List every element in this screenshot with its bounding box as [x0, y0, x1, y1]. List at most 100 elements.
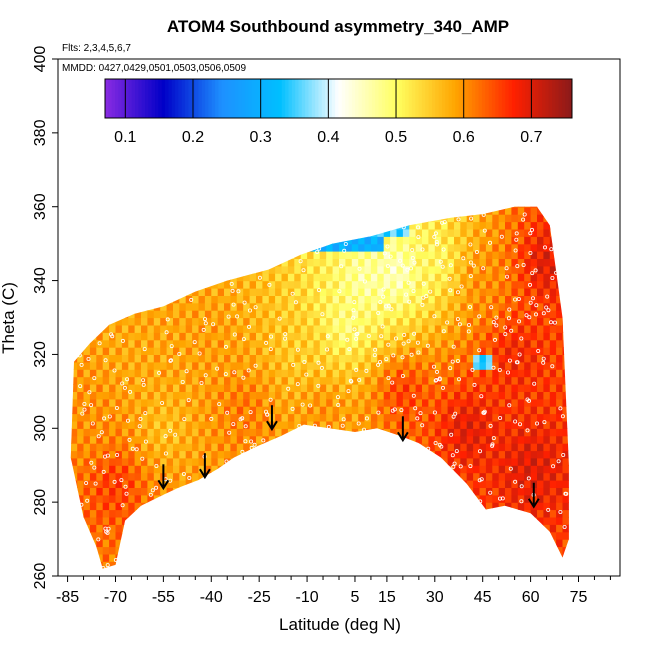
- heatmap-cell: [345, 435, 353, 444]
- heatmap-cell: [517, 450, 525, 459]
- heatmap-cell: [517, 531, 525, 540]
- heatmap-cell: [77, 553, 85, 562]
- heatmap-cell: [77, 450, 85, 459]
- heatmap-cell: [397, 569, 404, 577]
- heatmap-cell: [319, 398, 327, 407]
- heatmap-cell: [498, 361, 506, 370]
- heatmap-cell: [370, 288, 378, 296]
- heatmap-cell: [275, 339, 283, 348]
- heatmap-cell: [204, 302, 212, 311]
- heatmap-cell: [517, 561, 525, 569]
- observation-point: [528, 231, 533, 236]
- heatmap-cell: [345, 332, 353, 341]
- heatmap-cell: [441, 420, 449, 429]
- heatmap-cell: [147, 569, 154, 577]
- heatmap-cell: [300, 265, 308, 274]
- heatmap-cell: [141, 539, 148, 548]
- heatmap-cell: [351, 428, 359, 437]
- heatmap-cell: [505, 509, 512, 518]
- heatmap-cell: [543, 206, 551, 208]
- flights-note: Flts: 2,3,4,5,6,7: [62, 43, 131, 54]
- heatmap-cell: [173, 310, 180, 319]
- observation-point: [93, 481, 98, 486]
- heatmap-cell: [530, 524, 538, 533]
- heatmap-cell: [224, 339, 231, 348]
- heatmap-cell: [517, 413, 525, 422]
- heatmap-cell: [556, 443, 564, 452]
- observation-point: [169, 358, 174, 363]
- heatmap-cell: [224, 561, 231, 569]
- heatmap-cell: [217, 339, 225, 348]
- heatmap-cell: [121, 465, 129, 474]
- heatmap-cell: [70, 273, 78, 282]
- heatmap-cell: [473, 273, 481, 282]
- heatmap-cell: [485, 546, 493, 555]
- heatmap-cell: [549, 472, 557, 481]
- observation-point: [530, 227, 535, 232]
- heatmap-cell: [402, 398, 410, 407]
- heatmap-cell: [568, 273, 569, 282]
- observation-point: [340, 423, 345, 428]
- heatmap-cell: [537, 310, 544, 319]
- heatmap-cell: [243, 258, 251, 267]
- heatmap-cell: [230, 221, 238, 230]
- heatmap-cell: [479, 487, 487, 496]
- heatmap-cell: [441, 288, 449, 296]
- heatmap-cell: [454, 295, 461, 304]
- heatmap-cell: [211, 251, 219, 259]
- heatmap-cell: [294, 413, 302, 422]
- heatmap-cell: [236, 206, 244, 208]
- heatmap-cell: [77, 228, 85, 237]
- heatmap-cell: [268, 502, 276, 511]
- heatmap-cell: [466, 369, 474, 378]
- heatmap-cell: [447, 384, 455, 392]
- heatmap-cell: [313, 214, 321, 223]
- heatmap-cell: [473, 354, 481, 363]
- heatmap-cell: [192, 288, 200, 296]
- heatmap-cell: [243, 428, 251, 437]
- heatmap-cell: [505, 480, 512, 488]
- heatmap-cell: [281, 391, 289, 400]
- heatmap-cell: [543, 465, 551, 474]
- heatmap-cell: [109, 273, 117, 282]
- heatmap-cell: [300, 398, 308, 407]
- heatmap-cell: [313, 258, 321, 267]
- observation-point: [79, 502, 84, 507]
- heatmap-cell: [332, 420, 340, 429]
- heatmap-cell: [466, 487, 474, 496]
- heatmap-cell: [351, 443, 359, 452]
- heatmap-cell: [281, 472, 289, 481]
- heatmap-cell: [102, 398, 110, 407]
- heatmap-cell: [281, 443, 289, 452]
- heatmap-cell: [332, 317, 340, 326]
- heatmap-cell: [268, 236, 276, 245]
- heatmap-cell: [473, 251, 481, 259]
- heatmap-cell: [128, 531, 136, 540]
- colorbar-tick-label: 0.6: [453, 129, 475, 146]
- heatmap-cell: [377, 569, 384, 577]
- heatmap-cell: [70, 347, 78, 355]
- heatmap-cell: [236, 406, 244, 415]
- heatmap-cell: [224, 398, 231, 407]
- heatmap-cell: [517, 376, 525, 385]
- observation-point: [525, 428, 530, 433]
- observation-point: [412, 331, 417, 336]
- observation-point: [477, 348, 482, 353]
- heatmap-cell: [166, 457, 174, 466]
- heatmap-cell: [198, 251, 206, 259]
- heatmap-cell: [224, 273, 231, 282]
- heatmap-cell: [485, 509, 493, 518]
- heatmap-cell: [473, 288, 481, 296]
- heatmap-cell: [415, 546, 423, 555]
- colorbar-swatch: [401, 79, 406, 118]
- heatmap-cell: [390, 339, 398, 348]
- observation-point: [352, 300, 357, 305]
- heatmap-cell: [134, 361, 142, 370]
- heatmap-cell: [556, 376, 564, 385]
- heatmap-cell: [479, 435, 487, 444]
- heatmap-cell: [364, 472, 372, 481]
- heatmap-cell: [185, 295, 193, 304]
- heatmap-cell: [479, 369, 487, 378]
- heatmap-cell: [479, 553, 487, 562]
- heatmap-cell: [402, 317, 410, 326]
